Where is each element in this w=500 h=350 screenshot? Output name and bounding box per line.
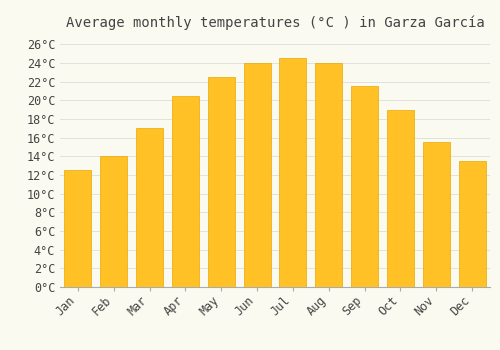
Bar: [136, 128, 163, 287]
Bar: [208, 77, 234, 287]
Bar: [64, 170, 92, 287]
Bar: [387, 110, 414, 287]
Bar: [423, 142, 450, 287]
Bar: [172, 96, 199, 287]
Bar: [351, 86, 378, 287]
Bar: [316, 63, 342, 287]
Bar: [244, 63, 270, 287]
Title: Average monthly temperatures (°C ) in Garza García: Average monthly temperatures (°C ) in Ga…: [66, 15, 484, 30]
Bar: [280, 58, 306, 287]
Bar: [458, 161, 485, 287]
Bar: [100, 156, 127, 287]
